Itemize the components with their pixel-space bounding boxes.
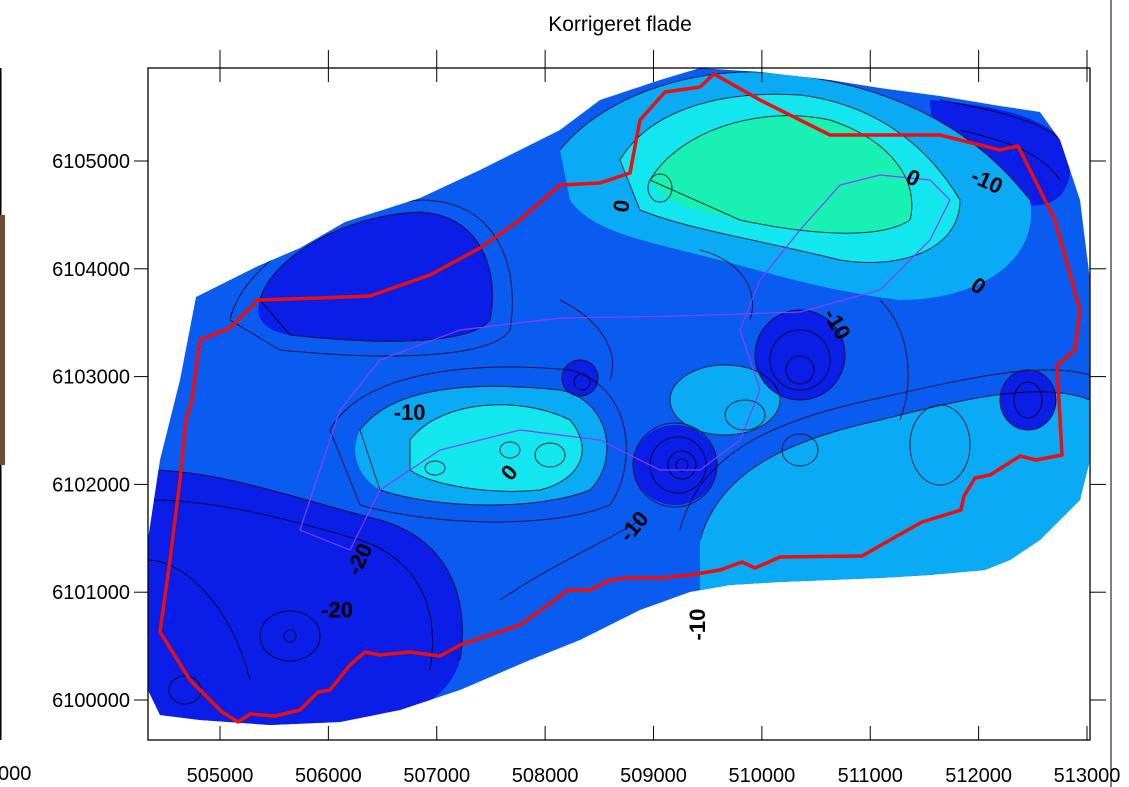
band-light-blue-southeast (700, 391, 1090, 590)
x-tick-label: 507000 (403, 765, 470, 787)
contour-value-label: 0 (608, 198, 635, 214)
band-light-blue-mid-right (670, 365, 780, 435)
inner-outline (299, 174, 951, 551)
x-tick-label-partial: 000 (0, 763, 31, 785)
band-deep-blue-sw-pit (260, 611, 320, 661)
band-deep-blue-northwest (258, 212, 493, 342)
contour-value-label: -10 (394, 400, 426, 425)
x-axis: 505000 506000 507000 508000 509000 510000 5110… (187, 50, 1121, 787)
x-tick-label: 512000 (945, 765, 1012, 787)
y-tick-label: 6104000 (52, 259, 130, 281)
band-aqua-green-north (650, 115, 912, 234)
band-deep-blue-high-center (755, 310, 845, 400)
y-axis: 6100000 6101000 6102000 6103000 6104000 61050… (52, 151, 1106, 712)
band-deep-blue-west (562, 360, 598, 396)
band-light-blue-east (910, 405, 970, 485)
left-panel-fragment (0, 215, 5, 465)
x-tick-label: 509000 (620, 765, 687, 787)
x-tick-label: 510000 (729, 765, 796, 787)
y-tick-label: 6102000 (52, 474, 130, 496)
band-deep-blue-low-center (633, 425, 717, 505)
x-tick-label: 513000 (1054, 765, 1121, 787)
y-tick-label: 6100000 (52, 690, 130, 712)
contour-value-label: -10 (685, 609, 710, 641)
x-tick-label: 505000 (187, 765, 254, 787)
contour-value-label: -20 (321, 597, 353, 622)
band-cyan-center (410, 404, 583, 492)
y-tick-label: 6105000 (52, 151, 130, 173)
x-tick-label: 511000 (838, 765, 903, 787)
band-deep-blue-east (1000, 370, 1056, 430)
y-tick-label: 6101000 (52, 582, 130, 604)
map-title: Korrigeret flade (548, 13, 692, 36)
x-tick-label: 506000 (295, 765, 362, 787)
band-deep-blue-southwest (148, 470, 463, 725)
map-frame (147, 67, 1091, 741)
y-tick-label: 6103000 (52, 367, 130, 389)
survey-boundary (158, 72, 1082, 724)
filled-contour-bands (148, 68, 1090, 725)
x-tick-label: 508000 (512, 765, 579, 787)
